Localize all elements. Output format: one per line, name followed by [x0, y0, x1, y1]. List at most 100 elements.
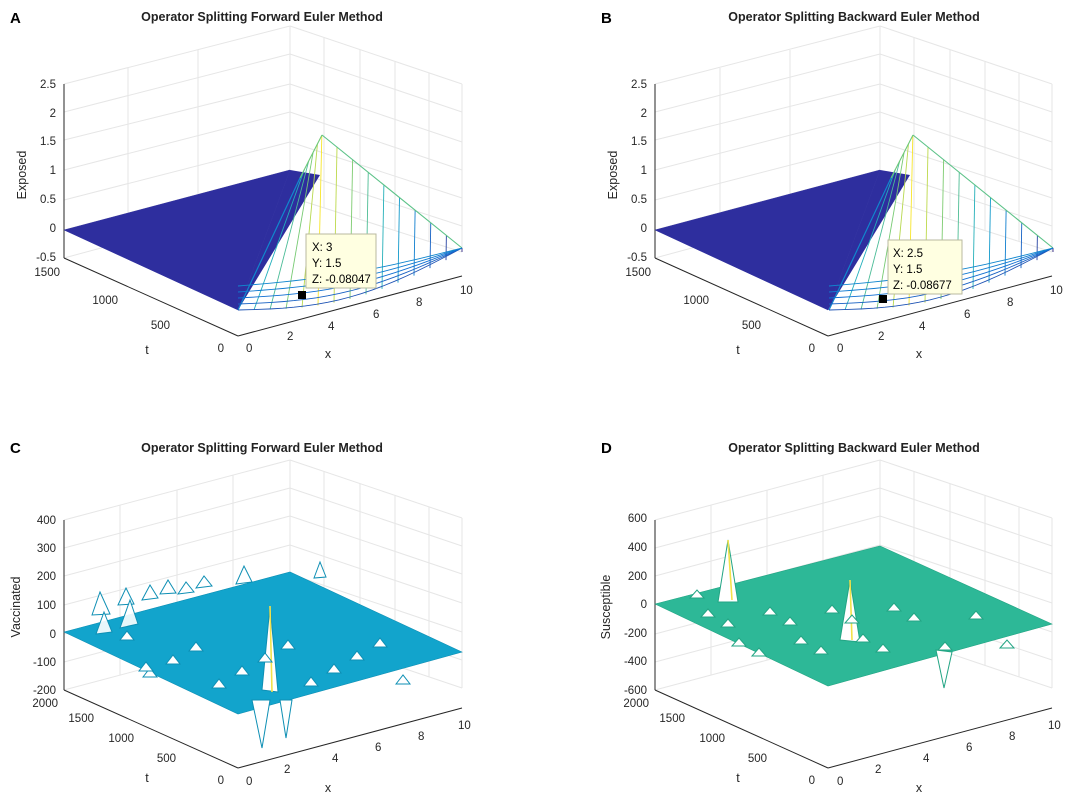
y-tick: 1500 — [68, 713, 94, 725]
panel-b: B Operator Splitting Backward Euler Meth… — [601, 10, 1063, 361]
spike — [235, 564, 253, 585]
z-tick: 300 — [37, 543, 56, 555]
y-tick: 0 — [809, 343, 815, 355]
peak-spike — [717, 539, 739, 603]
mesh-curve — [828, 247, 1054, 311]
panel-label-a: A — [10, 10, 21, 27]
mesh-line — [1020, 222, 1023, 269]
y-tick: 500 — [742, 320, 761, 332]
panel-c-x-label: x — [325, 781, 332, 795]
spike — [91, 590, 111, 616]
bump — [164, 654, 182, 665]
panel-d-z-ticks: 600 400 200 0 -200 -400 -600 — [624, 513, 647, 697]
bump — [792, 635, 810, 645]
x-tick: 4 — [328, 321, 335, 333]
mesh-line — [429, 222, 432, 269]
panel-a: A Operator Splitting Forward Euler Metho… — [10, 10, 473, 361]
x-tick: 10 — [1048, 720, 1061, 732]
bump — [279, 639, 297, 650]
bump — [719, 618, 737, 628]
x-tick: 8 — [416, 297, 422, 309]
mesh-line — [413, 210, 416, 276]
panel-a-axes-box — [63, 25, 463, 259]
mesh-line — [860, 160, 901, 310]
z-tick: 0 — [50, 223, 56, 235]
mesh-line — [253, 169, 305, 311]
bump — [761, 606, 779, 616]
panel-a-y-ticks: 0 500 1000 1500 — [34, 267, 224, 355]
peak-spike — [261, 605, 279, 693]
panel-b-z-label: Exposed — [606, 151, 620, 200]
y-tick: 2000 — [623, 698, 649, 710]
datatip-marker — [298, 291, 306, 299]
panel-a-z-label: Exposed — [15, 151, 29, 200]
panel-c-title: Operator Splitting Forward Euler Method — [141, 441, 383, 455]
datatip-z: Z: -0.08047 — [312, 274, 371, 286]
y-tick: 1500 — [625, 267, 651, 279]
panel-b-y-ticks: 0 500 1000 1500 — [625, 267, 815, 355]
bump — [730, 637, 748, 647]
y-tick: 500 — [748, 753, 767, 765]
mesh-edge — [237, 177, 301, 311]
mesh-line — [285, 152, 314, 309]
bump — [885, 602, 903, 612]
z-tick: 0.5 — [631, 194, 647, 206]
y-tick: 1500 — [659, 713, 685, 725]
peak-spike-highlight — [269, 605, 273, 693]
bump — [394, 674, 412, 685]
panel-b-datatip: X: 2.5 Y: 1.5 Z: -0.08677 — [879, 239, 963, 303]
spike — [313, 560, 327, 579]
panel-a-axis-lines — [63, 84, 463, 337]
bump — [998, 639, 1016, 649]
z-tick: -0.5 — [627, 252, 647, 264]
x-tick: 2 — [287, 331, 293, 343]
x-tick: 6 — [373, 309, 379, 321]
panel-b-z-ticks: 2.5 2 1.5 1 0.5 0 -0.5 — [627, 79, 647, 264]
panel-d-x-ticks: 0 2 4 6 8 10 — [837, 720, 1061, 788]
bump — [348, 650, 366, 661]
panel-d-axis-lines — [654, 520, 1053, 769]
z-tick: 200 — [37, 571, 56, 583]
x-tick: 10 — [458, 720, 471, 732]
y-tick: 1000 — [683, 295, 709, 307]
bump — [781, 616, 799, 626]
z-tick: -100 — [33, 657, 56, 669]
peak-spike-highlight — [727, 539, 733, 601]
panel-b-surface-edge — [828, 170, 910, 310]
x-tick: 2 — [284, 764, 290, 776]
x-tick: 10 — [1050, 285, 1063, 297]
peak-spike — [839, 579, 861, 643]
y-tick: 1000 — [92, 295, 118, 307]
bump — [874, 643, 892, 653]
spike — [141, 583, 159, 601]
x-tick: 4 — [332, 753, 339, 765]
z-tick: -400 — [624, 656, 647, 668]
bump — [699, 608, 717, 618]
bump — [256, 652, 274, 663]
mesh-curve — [237, 247, 463, 311]
panel-b-y-label: t — [736, 343, 740, 357]
z-tick: 1.5 — [631, 136, 647, 148]
panel-d-spikes — [688, 539, 1016, 689]
y-tick: 1500 — [34, 267, 60, 279]
z-tick: 200 — [628, 571, 647, 583]
datatip-x: X: 2.5 — [893, 248, 923, 260]
z-tick: 600 — [628, 513, 647, 525]
bump — [141, 667, 159, 678]
z-tick: 1.5 — [40, 136, 56, 148]
z-tick: 400 — [37, 515, 56, 527]
panel-d-y-label: t — [736, 771, 740, 785]
mesh-edge — [890, 134, 914, 179]
x-tick: 10 — [460, 285, 473, 297]
panel-c: C Operator Splitting Forward Euler Metho… — [9, 440, 471, 795]
datatip-y: Y: 1.5 — [312, 258, 341, 270]
z-tick: 1 — [50, 165, 56, 177]
spike — [119, 598, 139, 629]
mesh-line — [301, 143, 318, 308]
panel-a-x-label: x — [325, 347, 332, 361]
mesh-edge — [828, 177, 892, 311]
panel-c-y-label: t — [145, 771, 149, 785]
mesh-line — [988, 197, 991, 283]
bump — [843, 614, 861, 624]
